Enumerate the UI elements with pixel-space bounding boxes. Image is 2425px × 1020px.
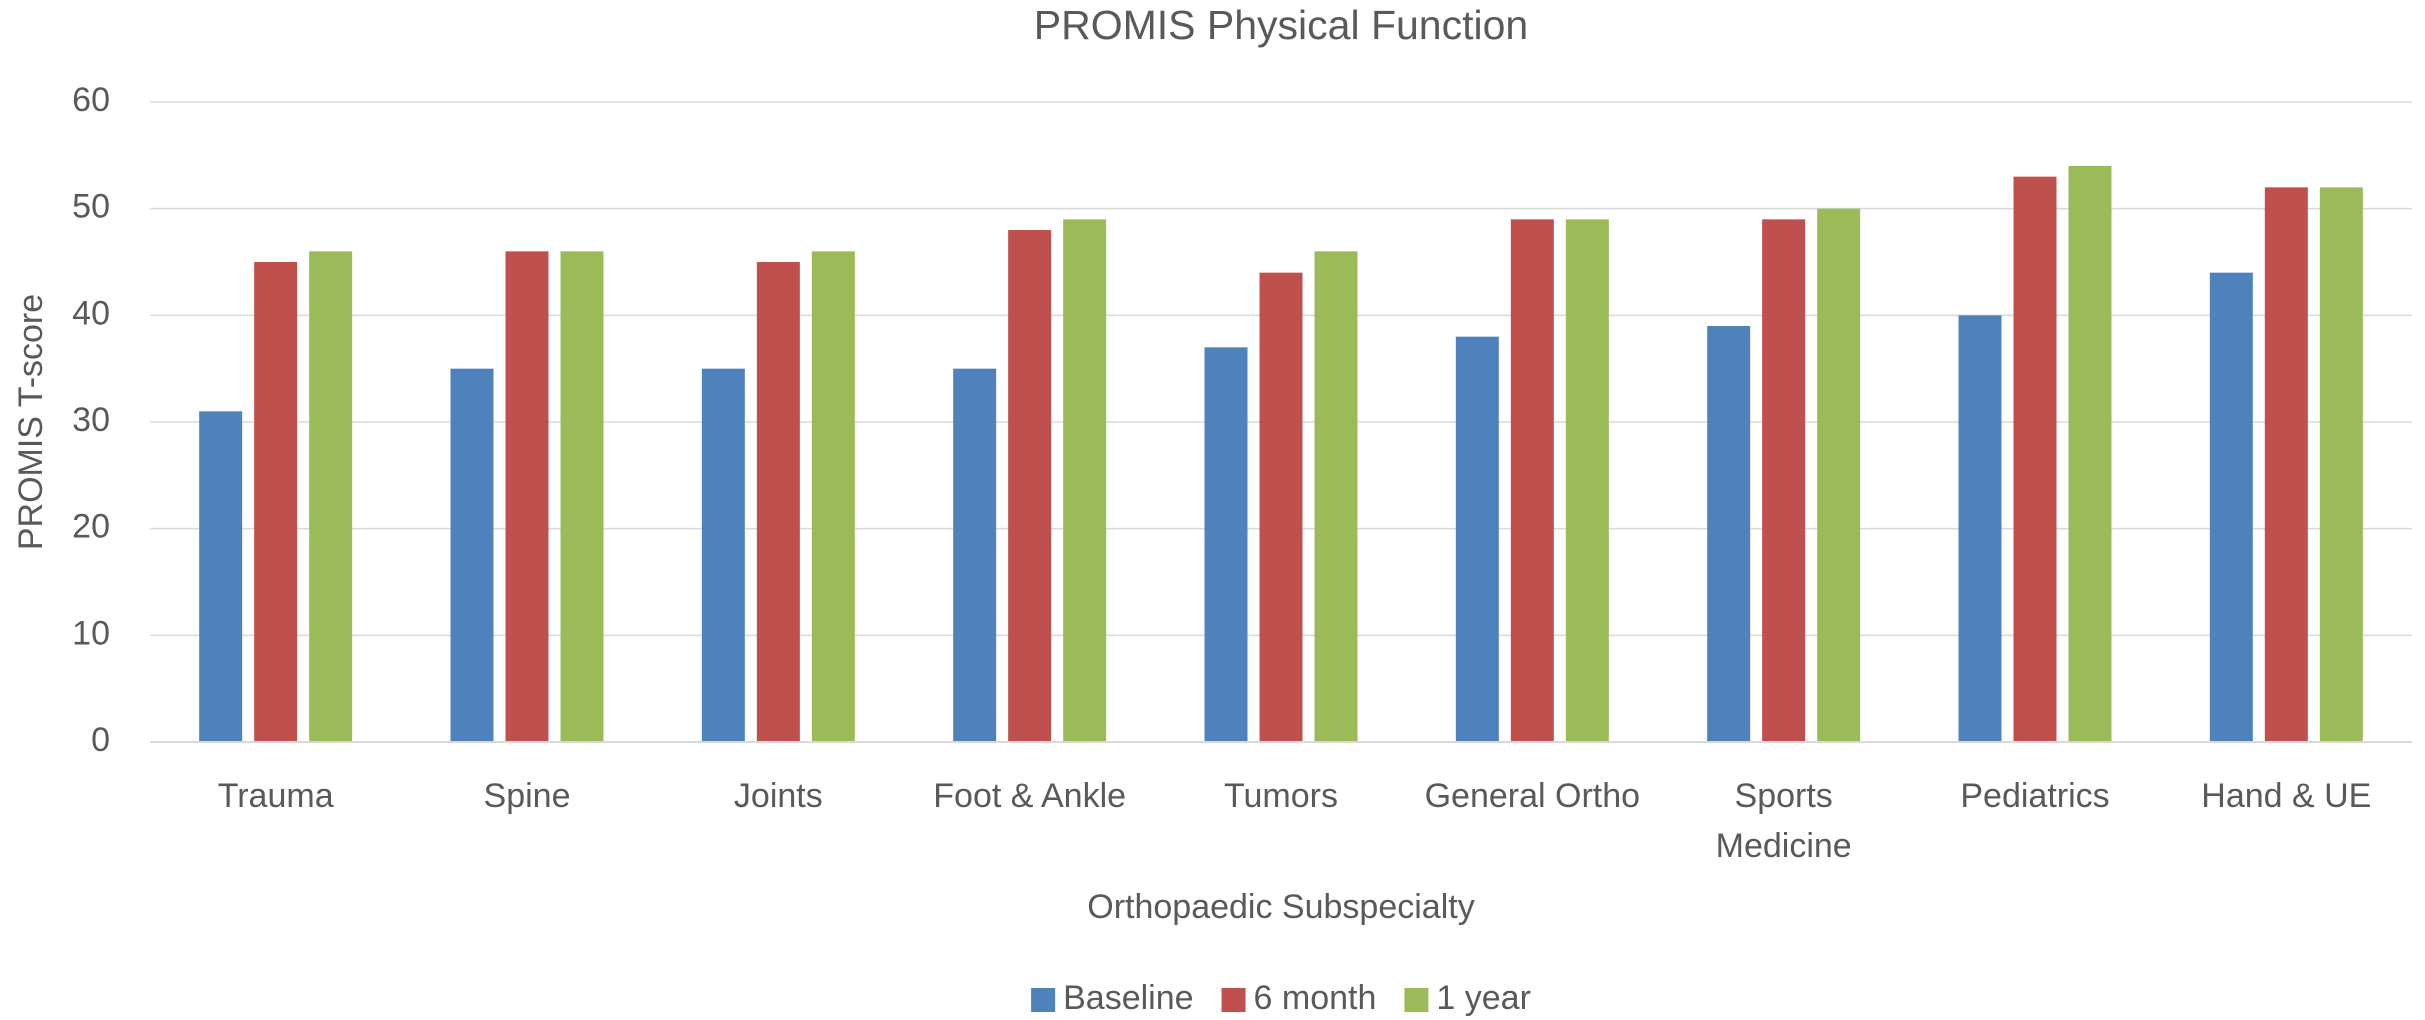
y-tick-label: 20	[72, 508, 110, 546]
chart-title: PROMIS Physical Function	[1034, 2, 1528, 48]
bar	[1259, 272, 1303, 742]
bar	[1008, 230, 1052, 742]
x-tick-label: Tumors	[1224, 777, 1338, 815]
bar	[2319, 187, 2363, 743]
x-tick-label: General Ortho	[1425, 777, 1640, 815]
legend-swatch	[1221, 988, 1246, 1012]
bar	[1817, 208, 1861, 742]
bar	[1063, 219, 1107, 743]
x-tick-label: Joints	[734, 777, 823, 815]
y-tick-label: 40	[72, 294, 110, 332]
bar	[1314, 251, 1358, 743]
bar	[1510, 219, 1554, 743]
bar	[1762, 219, 1806, 743]
x-tick-line: Medicine	[1716, 827, 1852, 865]
x-tick-label: Spine	[484, 777, 571, 815]
bar	[701, 368, 745, 742]
bar	[1455, 336, 1499, 742]
bar	[199, 411, 243, 742]
y-tick-label: 50	[72, 188, 110, 226]
bar	[1204, 347, 1248, 742]
bar	[2068, 166, 2112, 742]
x-tick-label: Trauma	[218, 777, 334, 815]
legend-swatch	[1031, 988, 1056, 1012]
x-tick-label: Sports Medicine	[1716, 777, 1852, 865]
y-tick-label: 0	[91, 721, 110, 759]
legend-label: 1 year	[1436, 979, 1531, 1017]
bar	[560, 251, 604, 743]
bar	[2013, 176, 2057, 742]
y-tick-label: 60	[72, 81, 110, 119]
bar	[1565, 219, 1609, 743]
legend-label: 6 month	[1254, 979, 1377, 1017]
x-tick-label: Pediatrics	[1960, 777, 2109, 815]
y-tick-label: 30	[72, 401, 110, 439]
bar	[505, 251, 549, 743]
legend-swatch	[1404, 988, 1429, 1012]
bar	[309, 251, 353, 743]
legend-label: Baseline	[1063, 979, 1193, 1017]
y-axis-title: PROMIS T-score	[12, 294, 50, 550]
x-tick-label: Hand & UE	[2201, 777, 2371, 815]
bar	[756, 262, 800, 742]
bar	[1958, 315, 2002, 742]
bar	[254, 262, 298, 742]
y-tick-label: 10	[72, 614, 110, 652]
bar	[2264, 187, 2308, 743]
bar	[953, 368, 997, 742]
bar	[811, 251, 855, 743]
bar	[450, 368, 494, 742]
bar	[1707, 326, 1751, 742]
x-axis-title: Orthopaedic Subspecialty	[1087, 888, 1474, 926]
bar	[2209, 272, 2253, 742]
x-tick-label: Foot & Ankle	[933, 777, 1126, 815]
x-tick-line: Sports	[1735, 777, 1833, 815]
